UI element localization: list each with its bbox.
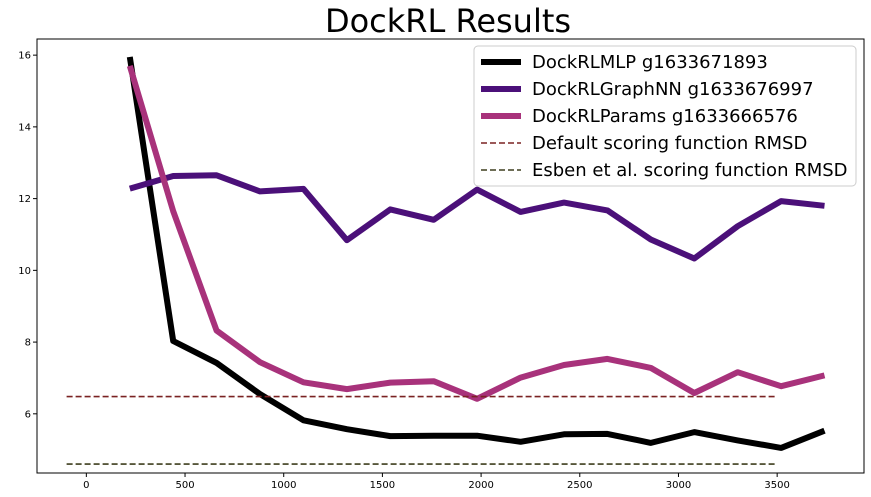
- y-tick-label: 8: [25, 338, 31, 349]
- y-tick-label: 6: [25, 409, 31, 420]
- x-tick-label: 2000: [468, 480, 493, 491]
- legend-label-1: DockRLMLP g1633671893: [532, 52, 768, 73]
- x-tick-label: 3000: [666, 480, 691, 491]
- series-line-3: [126, 65, 826, 402]
- y-tick-label: 16: [18, 51, 31, 62]
- series-line-1: [126, 56, 826, 451]
- plot-frame: [36, 38, 865, 474]
- x-tick-label: 3500: [764, 480, 789, 491]
- plot-area: [66, 56, 826, 465]
- x-tick-label: 500: [175, 480, 194, 491]
- legend-label-2: DockRLGraphNN g1633676997: [532, 79, 814, 100]
- axes-ticks: 0 500 1000 1500 2000 2500 3000 3500 6 8 10 12 14 16: [18, 51, 790, 491]
- y-tick-label: 12: [18, 194, 31, 205]
- x-tick-label: 1500: [370, 480, 395, 491]
- x-tick-label: 2500: [567, 480, 592, 491]
- x-tick-label: 1000: [271, 480, 296, 491]
- x-tick-label: 0: [83, 480, 89, 491]
- series-line-2: [128, 172, 825, 262]
- legend-label-3: DockRLParams g1633666576: [532, 106, 798, 127]
- y-tick-label: 10: [18, 266, 31, 277]
- legend-label-5: Esben et al. scoring function RMSD: [532, 160, 848, 181]
- legend: DockRLMLP g1633671893 DockRLGraphNN g1633…: [473, 45, 857, 187]
- legend-label-4: Default scoring function RMSD: [532, 133, 807, 154]
- y-tick-label: 14: [18, 122, 31, 133]
- legend-box: [473, 45, 857, 187]
- chart-title: DockRL Results: [325, 2, 571, 40]
